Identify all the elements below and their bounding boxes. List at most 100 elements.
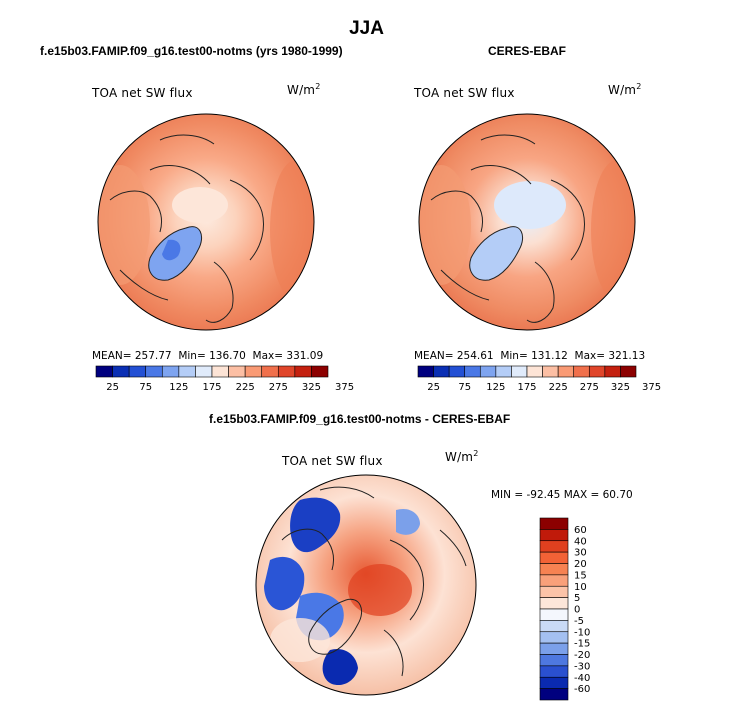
panel-2-min: 131.12 [531,350,568,362]
panel-1-colorbar-tick-label: 175 [202,382,221,393]
panel-2-colorbar-swatch [417,365,434,378]
panel-2-colorbar-swatch [573,365,590,378]
panel-1-colorbar-swatch [112,365,130,378]
panel-3-field-label: TOA net SW flux [282,454,383,468]
panel-2-colorbar-tick-label: 75 [458,382,471,393]
panel-1-colorbar-tick-label: 25 [106,382,119,393]
panel-2-colorbar-swatch [479,365,497,378]
panel-2-title: CERES-EBAF [488,44,567,58]
panel-1-colorbar-swatch [195,365,213,378]
panel-3-colorbar-swatch [539,574,569,587]
panel-2-colorbar-tick-label: 125 [486,382,505,393]
panel-3-colorbar-tick-label: -60 [574,684,590,695]
panel-2-colorbar-swatch [526,365,543,378]
panel-2-colorbar-tick-label: 375 [642,382,661,393]
panel-1-colorbar-swatch [294,365,312,378]
panel-3-colorbar-swatch [539,597,569,610]
panel-2-colorbar-swatch [495,365,512,378]
panel-1-colorbar-tick-label: 325 [302,382,321,393]
panel-3-colorbar-tick-label: -20 [574,650,590,661]
panel-3-colorbar-swatch [539,688,569,701]
panel-1-map [97,113,315,331]
panel-1-colorbar-swatch [277,365,296,378]
panel-1-colorbar-swatch [161,365,180,378]
panel-1-colorbar-swatch [261,365,279,378]
panel-1-title: f.e15b03.FAMIP.f09_g16.test00-notms (yrs… [40,44,343,58]
panel-3-colorbar-tick-label: -30 [574,661,590,672]
panel-2-colorbar-tick-label: 225 [549,382,568,393]
panel-1-mean: 257.77 [134,350,172,362]
panel-1-colorbar-swatch [95,365,113,378]
panel-1-colorbar-swatch [211,365,229,378]
panel-1-units: W/m2 [287,82,321,97]
panel-2-mean: 254.61 [456,350,494,362]
panel-3-colorbar-tick-label: -40 [574,673,590,684]
panel-3-colorbar-swatch [539,540,569,553]
panel-1-colorbar: 25 75 125 175 225 275 325 375 [95,365,354,393]
panel-3-colorbar-tick-label: -5 [574,616,584,627]
panel-3-colorbar-tick-label: 20 [574,559,587,570]
panel-3-colorbar-swatch [539,608,569,621]
panel-3-colorbar-swatch [539,517,569,530]
figure-title: JJA [349,18,384,39]
panel-3-colorbar-swatch [539,654,569,667]
panel-3-colorbar-swatch [539,551,569,564]
panel-3-colorbar-tick-label: -15 [574,639,590,650]
panel-1-colorbar-tick-label: 75 [139,382,152,393]
panel-1-colorbar-tick-label: 125 [169,382,188,393]
panel-3-colorbar-swatch [539,529,569,542]
panel-3-units: W/m2 [445,449,479,464]
panel-2-map [418,113,636,331]
panel-2-colorbar: 25 75 125 175 225 275 325 375 [417,365,661,393]
panel-3-colorbar-tick-label: 5 [574,593,580,604]
panel-1-max: 331.09 [286,350,324,362]
panel-3-colorbar-swatch [539,631,569,644]
panel-1-colorbar-tick-label: 375 [335,382,354,393]
panel-1-colorbar-swatch [244,365,263,378]
panel-3-colorbar-swatch [539,676,569,689]
panel-1-min: 136.70 [209,350,246,362]
panel-1-colorbar-swatch [228,365,246,378]
panel-2-colorbar-swatch [604,365,621,378]
panel-2-stats: MEAN= 254.61 Min= 131.12 Max= 321.13 [414,350,646,362]
panel-3-colorbar-swatch [539,642,569,655]
panel-1-colorbar-swatch [145,365,163,378]
panel-2-max: 321.13 [608,350,646,362]
panel-3-title: f.e15b03.FAMIP.f09_g16.test00-notms - CE… [209,412,511,426]
panel-3-colorbar-tick-label: -10 [574,627,590,638]
panel-1-colorbar-tick-label: 225 [236,382,255,393]
panel-2-colorbar-tick-label: 175 [517,382,536,393]
panel-3-colorbar-tick-label: 40 [574,536,587,547]
panel-1-stats: MEAN= 257.77 Min= 136.70 Max= 331.09 [92,350,324,362]
panel-3-colorbar-swatch [539,585,569,598]
panel-3-colorbar-tick-label: 0 [574,605,580,616]
panel-2-colorbar-swatch [542,365,559,378]
panel-3-colorbar-tick-label: 10 [574,582,587,593]
panel-2-units: W/m2 [608,82,642,97]
panel-2-colorbar-tick-label: 25 [427,382,440,393]
panel-2-colorbar-tick-label: 275 [580,382,599,393]
panel-1-field-label: TOA net SW flux [92,86,193,100]
panel-3-colorbar-swatch [539,665,569,678]
panel-3-colorbar-swatch [539,563,569,576]
panel-3-stats: MIN = -92.45 MAX = 60.70 [491,489,633,501]
panel-2-colorbar-swatch [620,365,637,378]
panel-3-max: 60.70 [602,489,633,501]
panel-1-colorbar-swatch [311,365,329,378]
panel-3-map [255,474,477,696]
panel-3-colorbar-tick-label: 60 [574,525,587,536]
panel-2-colorbar-swatch [433,365,450,378]
panel-2-field-label: TOA net SW flux [414,86,515,100]
panel-3-colorbar-tick-label: 30 [574,548,587,559]
panel-1-colorbar-tick-label: 275 [269,382,288,393]
panel-3-colorbar-tick-label: 15 [574,570,587,581]
panel-2-colorbar-swatch [464,365,481,378]
panel-2-colorbar-swatch [588,365,606,378]
panel-3-min: -92.45 [526,489,561,501]
panel-2-colorbar-swatch [557,365,575,378]
panel-2-colorbar-swatch [511,365,528,378]
panel-3-colorbar-swatch [539,620,569,633]
panel-2-colorbar-tick-label: 325 [611,382,630,393]
